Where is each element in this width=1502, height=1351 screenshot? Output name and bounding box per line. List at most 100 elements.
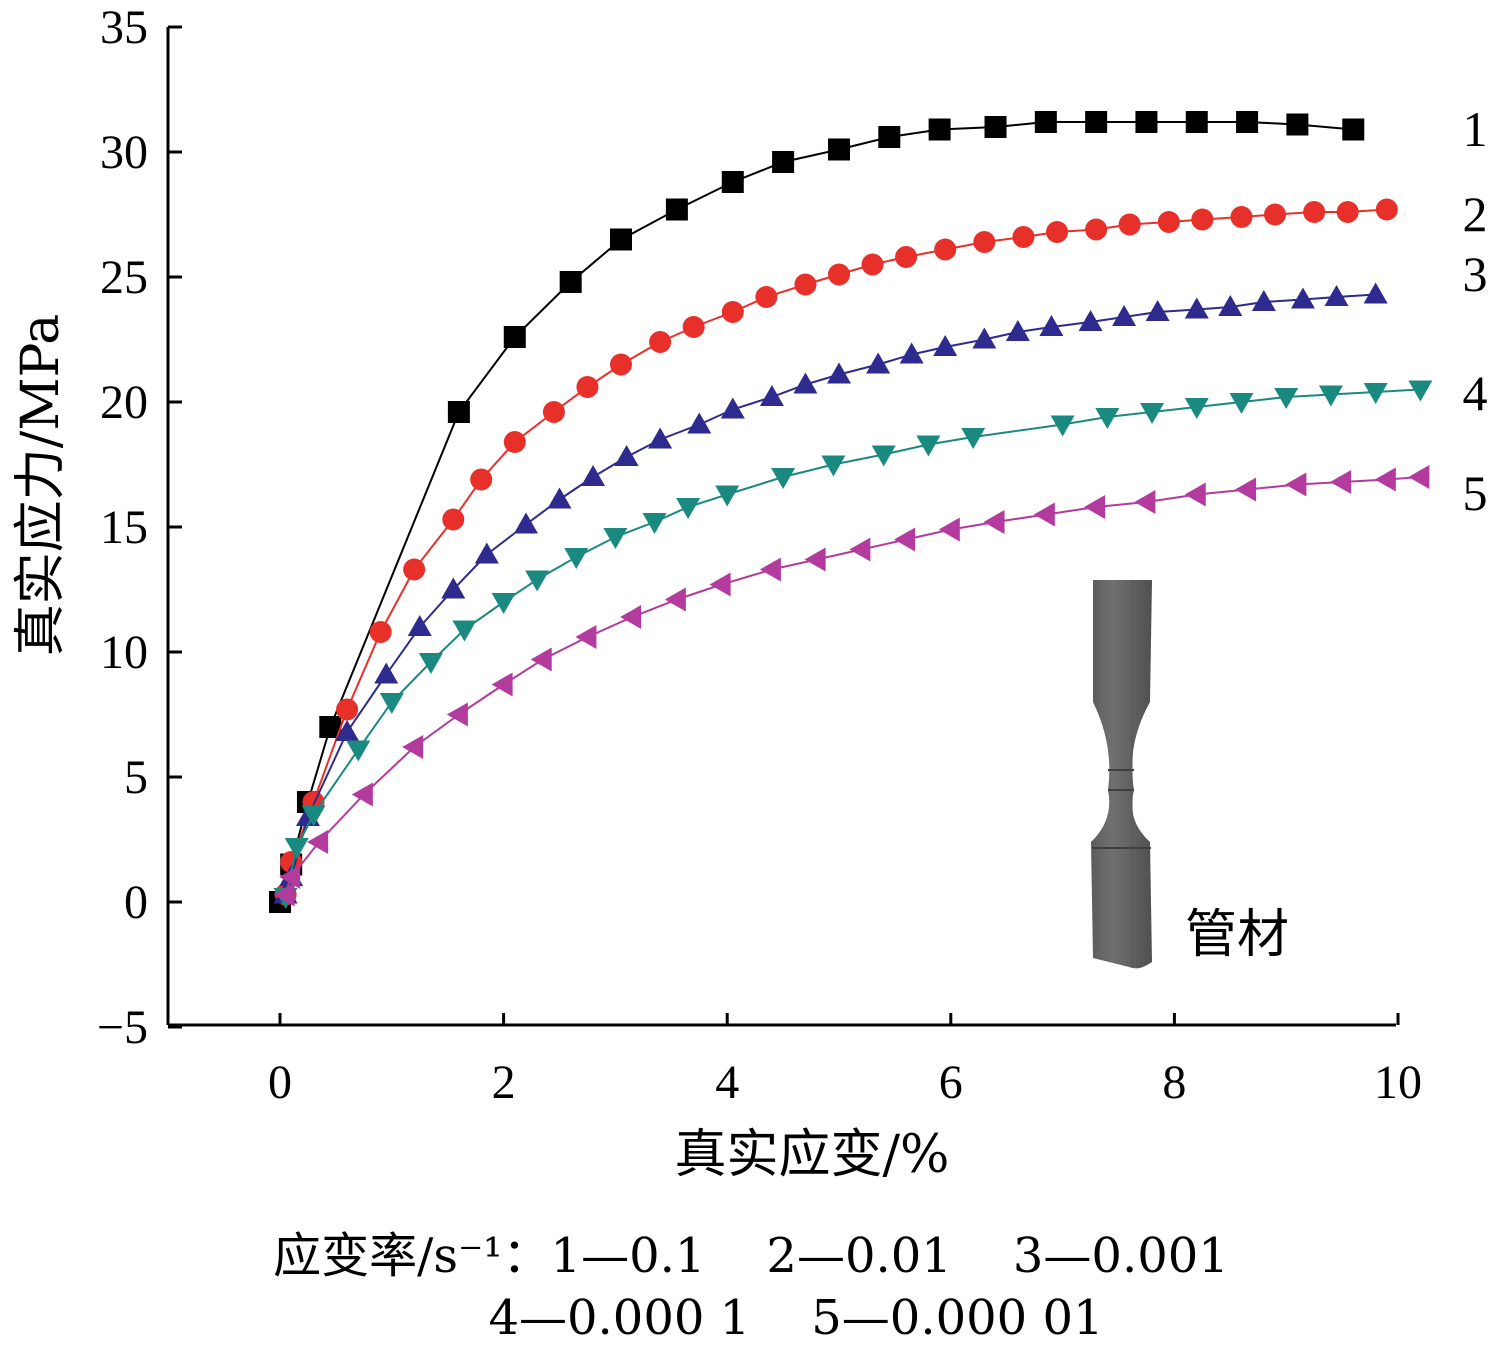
data-point <box>973 231 996 253</box>
data-point <box>961 428 986 449</box>
data-point <box>447 401 470 423</box>
y-tick-label: 5 <box>124 751 148 804</box>
data-point <box>346 740 371 762</box>
data-point <box>1318 385 1343 407</box>
data-point <box>407 615 432 636</box>
data-point <box>878 126 901 148</box>
series-line <box>279 121 1354 903</box>
data-point <box>1408 465 1430 489</box>
x-tick-label: 6 <box>939 1056 963 1109</box>
data-point <box>1012 226 1035 248</box>
data-point <box>916 435 941 457</box>
data-point <box>715 485 740 507</box>
data-point <box>530 647 552 672</box>
curve-label-3: 3 <box>1463 246 1488 302</box>
data-point <box>828 138 850 161</box>
legend-caption-line-1: 应变率/s⁻¹：1—0.1 2—0.01 3—0.001 <box>273 1228 1229 1284</box>
y-tick-label: 30 <box>100 126 148 179</box>
data-point <box>1229 393 1254 414</box>
y-axis-title: 真实应力/MPa <box>11 314 71 656</box>
data-point <box>1408 380 1433 402</box>
data-point <box>1285 472 1307 497</box>
data-point <box>335 720 360 741</box>
data-point <box>759 557 781 582</box>
data-point <box>620 605 642 629</box>
data-point <box>614 445 639 466</box>
data-point <box>576 376 599 398</box>
data-point <box>319 716 342 738</box>
data-point <box>1191 208 1214 231</box>
data-point <box>1005 320 1030 341</box>
data-point <box>1084 495 1106 519</box>
series-4 <box>273 380 1433 909</box>
data-point <box>1363 383 1388 404</box>
data-point <box>1184 297 1209 319</box>
data-point <box>1274 388 1299 409</box>
data-point <box>1230 206 1253 228</box>
specimen-image <box>1091 580 1152 969</box>
data-point <box>682 316 705 338</box>
y-tick-label: 35 <box>100 1 148 54</box>
series-3 <box>273 282 1388 904</box>
series-5 <box>273 465 1430 907</box>
ticks <box>168 25 1400 1029</box>
data-point <box>1342 118 1365 141</box>
data-point <box>983 510 1005 534</box>
data-point <box>279 865 301 889</box>
y-tick-label: 0 <box>124 876 148 929</box>
data-point <box>1135 111 1158 133</box>
data-point <box>793 372 818 394</box>
legend-caption-line-2: 4—0.000 1 5—0.000 01 <box>488 1290 1104 1346</box>
axes <box>166 27 1396 1027</box>
data-point <box>849 537 871 562</box>
data-point <box>1184 398 1209 419</box>
data-point <box>984 116 1007 138</box>
data-point <box>491 593 516 614</box>
data-point <box>648 427 673 449</box>
data-point <box>491 672 513 697</box>
x-tick-label: 0 <box>268 1056 292 1109</box>
data-point <box>972 327 997 349</box>
data-point <box>1085 218 1108 241</box>
data-point <box>1118 213 1141 236</box>
data-point <box>609 353 632 376</box>
data-point <box>273 882 295 907</box>
curve-label-4: 4 <box>1463 365 1488 421</box>
data-point <box>1033 502 1055 527</box>
data-point <box>827 362 851 384</box>
data-point <box>402 735 424 759</box>
data-point <box>1236 111 1259 133</box>
x-tick-label: 8 <box>1162 1056 1186 1109</box>
data-point <box>938 517 960 542</box>
data-point <box>284 838 309 859</box>
data-point <box>649 331 672 353</box>
data-point <box>559 271 582 293</box>
data-point <box>336 698 359 721</box>
data-point <box>1374 467 1396 492</box>
data-point <box>894 527 916 552</box>
data-point <box>1185 111 1208 133</box>
data-point <box>687 412 712 434</box>
data-point <box>301 805 326 827</box>
data-point <box>861 253 884 276</box>
inset-label: 管材 <box>1185 905 1289 965</box>
data-point <box>642 513 667 534</box>
data-point <box>1034 111 1057 133</box>
data-point <box>1303 201 1326 223</box>
data-point <box>603 528 628 549</box>
data-point <box>664 587 686 612</box>
data-point <box>871 445 896 467</box>
data-point <box>721 301 744 323</box>
data-point <box>418 653 443 674</box>
data-point <box>609 228 632 251</box>
data-point <box>1324 285 1349 306</box>
y-tick-label: 25 <box>100 251 148 304</box>
series-line <box>284 388 1421 898</box>
data-point <box>720 397 745 419</box>
data-point <box>1140 403 1165 424</box>
data-point <box>1046 221 1069 243</box>
data-point <box>934 238 957 261</box>
data-point <box>1184 482 1206 507</box>
data-point <box>1235 477 1257 502</box>
